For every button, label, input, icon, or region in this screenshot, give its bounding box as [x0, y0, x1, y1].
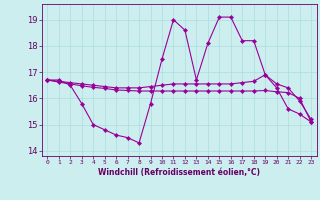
X-axis label: Windchill (Refroidissement éolien,°C): Windchill (Refroidissement éolien,°C) [98, 168, 260, 177]
